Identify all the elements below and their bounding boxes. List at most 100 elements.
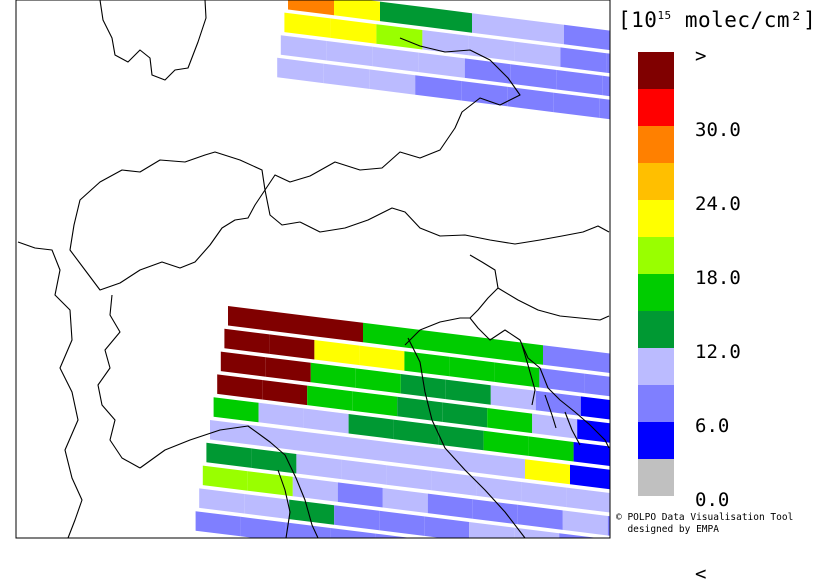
swath-pixel xyxy=(277,57,324,84)
swath-pixel xyxy=(431,470,477,496)
swath-pixel xyxy=(326,41,373,67)
swath-pixel xyxy=(490,385,536,411)
swath-pixel xyxy=(442,402,488,428)
legend-swatch xyxy=(638,311,674,348)
swath-pixel xyxy=(498,339,543,365)
swath-pixel xyxy=(341,459,387,485)
swath-pixel xyxy=(464,58,511,84)
swath-pixel xyxy=(408,328,453,354)
swath-pixel xyxy=(518,19,564,45)
legend-swatch xyxy=(638,126,674,163)
swath-pixel xyxy=(750,487,795,512)
swath-pixel xyxy=(453,334,498,360)
swath-pixel xyxy=(202,465,248,491)
swath-pixel xyxy=(258,402,304,428)
legend-tick-label: 24.0 xyxy=(695,193,741,215)
swath-pixel xyxy=(601,562,646,566)
swath-pixel xyxy=(255,425,300,451)
swath-pixel xyxy=(702,42,748,67)
swath-pixel xyxy=(404,351,450,377)
swath-pixel xyxy=(386,465,432,491)
legend-swatch xyxy=(638,385,674,422)
swath-pixel xyxy=(273,311,318,337)
swath-pixel xyxy=(379,510,425,536)
swath-pixel xyxy=(535,390,581,416)
legend-unit-label: [1015 molec/cm²] xyxy=(618,8,813,32)
swath-pixel xyxy=(472,499,518,525)
border-italy-austria xyxy=(299,207,610,245)
swath-pixel xyxy=(240,516,286,538)
swath-pixel xyxy=(528,436,574,462)
swath-pixel xyxy=(380,1,426,27)
swath-pixel xyxy=(562,510,608,536)
swath-pixel xyxy=(334,505,380,531)
coast-ligurian xyxy=(139,425,319,539)
swath-pixel xyxy=(469,522,515,538)
legend-swatch xyxy=(638,348,674,385)
legend-swatch xyxy=(638,459,674,496)
swath-pixel xyxy=(310,362,356,388)
swath-pixel xyxy=(559,533,598,538)
swath-pixel xyxy=(553,92,600,118)
swath-pixel xyxy=(359,345,405,371)
swath-pixel xyxy=(427,493,473,519)
swath-pixel xyxy=(369,69,416,95)
swath-pixel xyxy=(566,487,610,513)
swath-pixel xyxy=(307,385,353,411)
swath-pixel xyxy=(296,454,342,480)
legend-swatch xyxy=(638,89,674,126)
swath-pixel xyxy=(303,408,349,434)
swath-pixel xyxy=(602,75,610,97)
swath-pixel xyxy=(292,476,338,502)
swath-pixel xyxy=(418,52,465,78)
swath-pixel xyxy=(570,464,610,490)
credit-text: © POLPO Data Visualisation Tool designed… xyxy=(616,512,794,535)
swath-pixel xyxy=(424,516,470,538)
swath-pixel xyxy=(300,431,345,457)
swath-pixel xyxy=(314,340,360,366)
swath-pixel xyxy=(461,81,508,107)
swath-pixel xyxy=(532,413,578,439)
coast-kvarner-islands xyxy=(521,344,581,446)
swath-pixel xyxy=(543,345,588,371)
map-frame xyxy=(15,0,611,539)
swath-pixel xyxy=(709,459,754,484)
swath-pixel xyxy=(224,328,270,354)
swath-pixel xyxy=(743,533,788,558)
swath-pixel xyxy=(288,0,334,16)
border-slovenia-croatia xyxy=(497,287,610,321)
swath-pixel xyxy=(400,374,446,400)
legend-tick-label: 0.0 xyxy=(695,489,730,511)
swath-pixel xyxy=(247,471,293,497)
legend-tick-label: < xyxy=(695,563,707,585)
swath-pixel xyxy=(514,41,561,67)
map-view[interactable] xyxy=(0,0,813,566)
legend-swatch xyxy=(638,274,674,311)
swath-pixel xyxy=(195,511,241,537)
swath-pixel xyxy=(739,556,784,566)
swath-pixel xyxy=(421,539,466,564)
swath-pixel xyxy=(511,550,556,566)
legend-swatch xyxy=(638,422,674,459)
swath-pixel xyxy=(472,13,518,39)
swath-pixel xyxy=(445,379,491,405)
swath-pixel xyxy=(560,47,607,73)
swath-pixel xyxy=(284,12,331,38)
swath-pixel xyxy=(217,374,263,400)
swath-pixel xyxy=(438,425,484,451)
swath-pixel xyxy=(330,528,376,538)
border-switzerland xyxy=(69,151,266,291)
coast-adriatic-north xyxy=(404,317,610,449)
swath-pixel xyxy=(588,350,610,374)
swath-pixel xyxy=(375,533,411,538)
swath-pixel xyxy=(480,453,525,479)
country-borders xyxy=(17,0,610,539)
swath-pixel xyxy=(337,482,383,508)
swath-pixel xyxy=(754,464,799,489)
swath-pixel xyxy=(556,556,601,566)
tropomi-swath-layer xyxy=(195,0,799,566)
swath-pixel xyxy=(698,65,744,90)
border-france-italy xyxy=(97,294,141,469)
swath-pixel xyxy=(213,397,259,423)
swath-pixel xyxy=(483,430,529,456)
